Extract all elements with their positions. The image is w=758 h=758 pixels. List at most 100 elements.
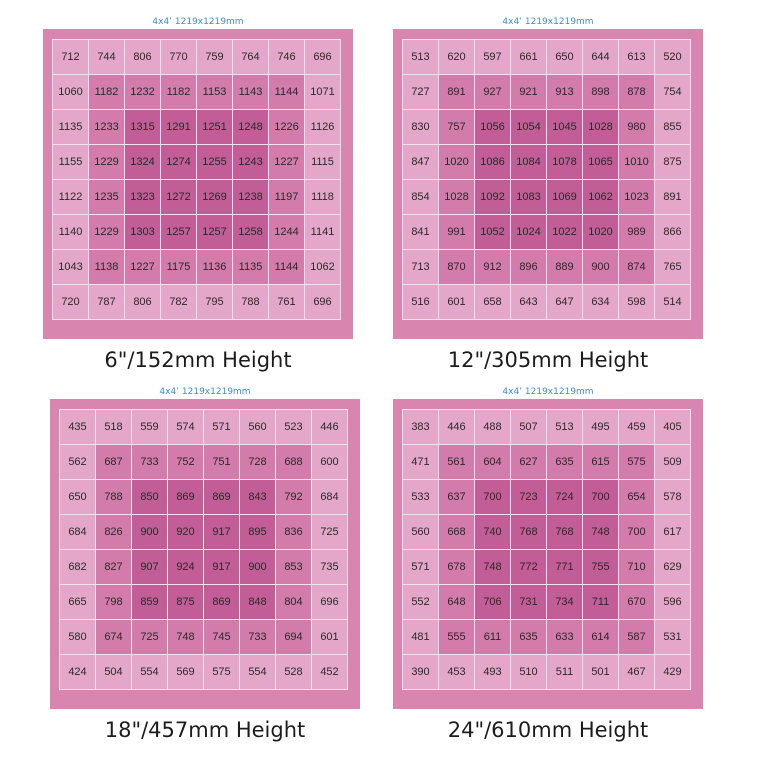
heatmap-cell: 768 xyxy=(510,514,547,550)
heatmap-cell: 1086 xyxy=(474,144,511,180)
heatmap-cell: 511 xyxy=(546,654,583,690)
heatmap-cell: 504 xyxy=(95,654,132,690)
heatmap-cell: 1243 xyxy=(232,144,269,180)
heatmap-cell: 921 xyxy=(510,74,547,110)
heatmap-cell: 1062 xyxy=(582,179,619,215)
heatmap-cell: 650 xyxy=(546,39,583,75)
heatmap-cell: 1257 xyxy=(196,214,233,250)
heatmap-cell: 869 xyxy=(203,479,240,515)
heatmap-cell: 917 xyxy=(203,514,240,550)
heatmap-cell: 1022 xyxy=(546,214,583,250)
heatmap-cell: 891 xyxy=(438,74,475,110)
heatmap-cell: 745 xyxy=(203,619,240,655)
heatmap-cell: 495 xyxy=(582,409,619,445)
heatmap-row: 1060 1182 1232 1182 1153 1143 1144 1071 xyxy=(52,74,341,110)
heatmap-row: 580 674 725 748 745 733 694 601 xyxy=(59,619,348,655)
heatmap-cell: 1143 xyxy=(232,74,269,110)
heatmap-cell: 1251 xyxy=(196,109,233,145)
heatmap-cell: 1144 xyxy=(268,249,305,285)
heatmap-cell: 598 xyxy=(618,284,655,320)
heatmap-cell: 1257 xyxy=(160,214,197,250)
heatmap-cell: 1274 xyxy=(160,144,197,180)
heatmap-cell: 1315 xyxy=(124,109,161,145)
heatmap-cell: 895 xyxy=(239,514,276,550)
dimension-label: 4x4’ 1219x1219mm xyxy=(152,17,244,27)
heatmap-cell: 900 xyxy=(582,249,619,285)
heatmap-cell: 1235 xyxy=(88,179,125,215)
heatmap-cell: 446 xyxy=(311,409,348,445)
heatmap-cell: 1144 xyxy=(268,74,305,110)
heatmap-cell: 647 xyxy=(546,284,583,320)
heatmap-cell: 1258 xyxy=(232,214,269,250)
heatmap-cell: 1028 xyxy=(582,109,619,145)
panel-caption: 6"/152mm Height xyxy=(104,348,292,372)
heatmap-cell: 804 xyxy=(275,584,312,620)
heatmap-cell: 429 xyxy=(654,654,691,690)
heatmap-cell: 772 xyxy=(510,549,547,585)
heatmap-cell: 755 xyxy=(582,549,619,585)
heatmap-row: 390 453 493 510 511 501 467 429 xyxy=(402,654,691,690)
heatmap-cell: 574 xyxy=(167,409,204,445)
heatmap-cell: 869 xyxy=(203,584,240,620)
heatmap-cell: 989 xyxy=(618,214,655,250)
heatmap-cell: 847 xyxy=(402,144,439,180)
heatmap-cell: 1255 xyxy=(196,144,233,180)
heatmap-cell: 1272 xyxy=(160,179,197,215)
heatmap-cell: 1138 xyxy=(88,249,125,285)
heatmap-cell: 1232 xyxy=(124,74,161,110)
heatmap-row: 383 446 488 507 513 495 459 405 xyxy=(402,409,691,445)
heatmap-cell: 674 xyxy=(95,619,132,655)
heatmap-cell: 1024 xyxy=(510,214,547,250)
heatmap-cell: 696 xyxy=(311,584,348,620)
heatmap-cell: 1248 xyxy=(232,109,269,145)
heatmap-cell: 1084 xyxy=(510,144,547,180)
heatmap-cell: 678 xyxy=(438,549,475,585)
heatmap-cell: 725 xyxy=(311,514,348,550)
heatmap-cell: 1028 xyxy=(438,179,475,215)
heatmap-cell: 875 xyxy=(167,584,204,620)
heatmap-cell: 694 xyxy=(275,619,312,655)
heatmap-cell: 874 xyxy=(618,249,655,285)
heatmap-row: 727 891 927 921 913 898 878 754 xyxy=(402,74,691,110)
heatmap-board: 712 744 806 770 759 764 746 696 1060 1182 1232 1182… xyxy=(43,29,353,339)
heatmap-cell: 1227 xyxy=(268,144,305,180)
heatmap-cell: 604 xyxy=(474,444,511,480)
dimension-label: 4x4’ 1219x1219mm xyxy=(502,387,594,397)
heatmap-cell: 854 xyxy=(402,179,439,215)
heatmap-cell: 405 xyxy=(654,409,691,445)
heatmap-row: 560 668 740 768 768 748 700 617 xyxy=(402,514,691,550)
heatmap-cell: 1052 xyxy=(474,214,511,250)
dimension-label: 4x4’ 1219x1219mm xyxy=(502,17,594,27)
heatmap-cell: 795 xyxy=(196,284,233,320)
heatmap-cell: 635 xyxy=(510,619,547,655)
heatmap-cell: 1229 xyxy=(88,144,125,180)
heatmap-cell: 1045 xyxy=(546,109,583,145)
heatmap-cell: 761 xyxy=(268,284,305,320)
heatmap-cell: 575 xyxy=(618,444,655,480)
heatmap-cell: 740 xyxy=(474,514,511,550)
heatmap-cell: 1291 xyxy=(160,109,197,145)
heatmap-cell: 578 xyxy=(654,479,691,515)
heatmap-cell: 613 xyxy=(618,39,655,75)
heatmap-cell: 446 xyxy=(438,409,475,445)
dimension-label: 4x4’ 1219x1219mm xyxy=(159,387,251,397)
heatmap-cell: 1020 xyxy=(582,214,619,250)
heatmap-cell: 617 xyxy=(654,514,691,550)
heatmap-grid: 513 620 597 661 650 644 613 520 727 891 927 921 913 8… xyxy=(402,39,691,320)
heatmap-cell: 920 xyxy=(167,514,204,550)
heatmap-cell: 668 xyxy=(438,514,475,550)
heatmap-cell: 533 xyxy=(402,479,439,515)
heatmap-cell: 727 xyxy=(402,74,439,110)
panel-caption: 12"/305mm Height xyxy=(447,348,649,372)
heatmap-cell: 991 xyxy=(438,214,475,250)
heatmap-cell: 1182 xyxy=(88,74,125,110)
heatmap-cell: 560 xyxy=(402,514,439,550)
heatmap-cell: 1122 xyxy=(52,179,89,215)
heatmap-cell: 684 xyxy=(311,479,348,515)
heatmap-cell: 523 xyxy=(275,409,312,445)
heatmap-row: 552 648 706 731 734 711 670 596 xyxy=(402,584,691,620)
heatmap-cell: 724 xyxy=(546,479,583,515)
heatmap-row: 847 1020 1086 1084 1078 1065 1010 875 xyxy=(402,144,691,180)
heatmap-cell: 513 xyxy=(402,39,439,75)
heatmap-cell: 889 xyxy=(546,249,583,285)
